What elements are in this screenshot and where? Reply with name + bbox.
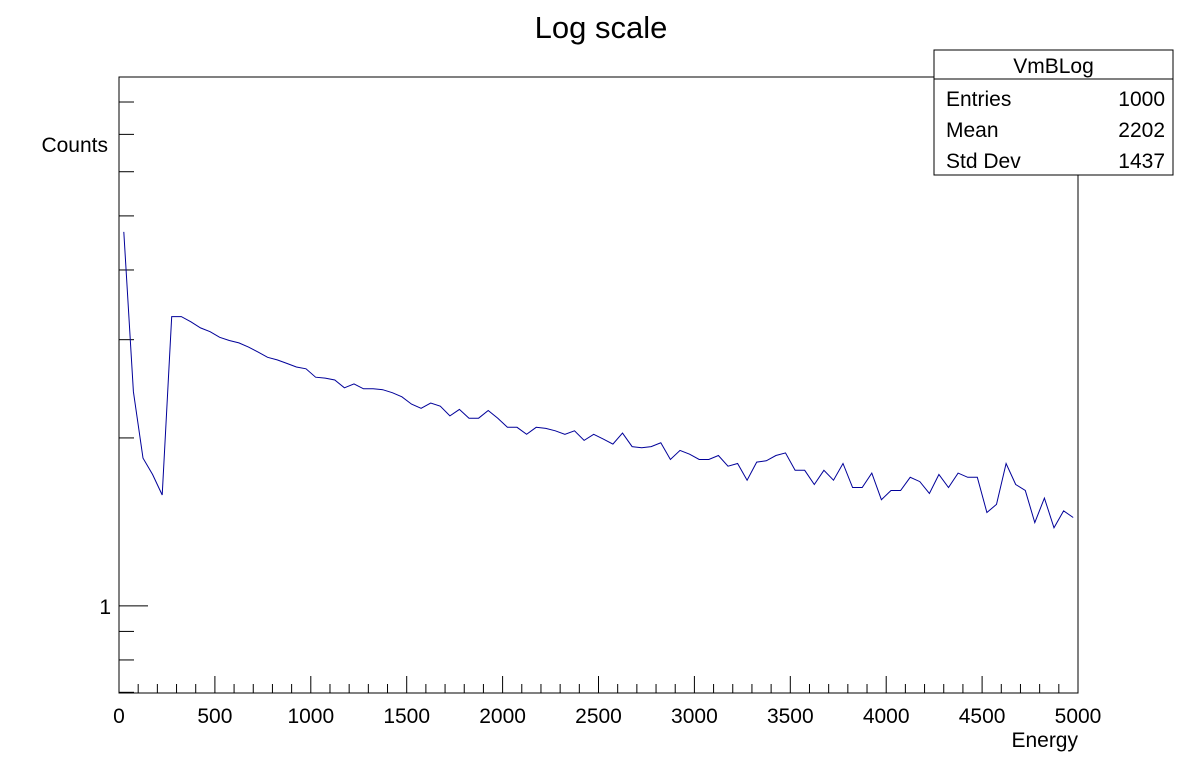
x-tick-label: 500 <box>197 705 232 728</box>
x-tick-label: 4500 <box>959 705 1006 728</box>
chart-title: Log scale <box>535 10 668 45</box>
stats-label: Entries <box>946 88 1011 111</box>
x-axis-label: Energy <box>1011 729 1078 752</box>
stats-value: 2202 <box>1118 119 1165 142</box>
x-tick-label: 1000 <box>287 705 334 728</box>
stats-value: 1437 <box>1118 150 1165 173</box>
x-tick-label: 3000 <box>671 705 718 728</box>
x-tick-label: 4000 <box>863 705 910 728</box>
y-axis-label: Counts <box>41 134 108 157</box>
x-tick-label: 3500 <box>767 705 814 728</box>
stats-label: Std Dev <box>946 150 1021 173</box>
x-tick-label: 5000 <box>1055 705 1102 728</box>
stats-value: 1000 <box>1118 88 1165 111</box>
x-tick-label: 0 <box>113 705 125 728</box>
stats-title: VmBLog <box>1013 55 1094 78</box>
histogram-line <box>123 231 1074 530</box>
x-tick-label: 2000 <box>479 705 526 728</box>
x-tick-label: 2500 <box>575 705 622 728</box>
y-tick-label: 1 <box>99 596 111 619</box>
stats-box <box>933 49 1174 176</box>
x-tick-label: 1500 <box>383 705 430 728</box>
stats-label: Mean <box>946 119 999 142</box>
